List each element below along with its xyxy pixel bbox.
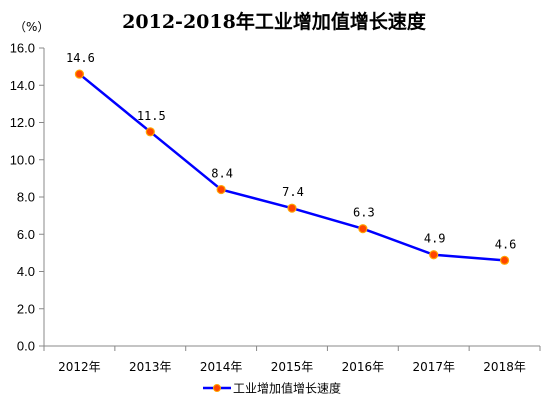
x-tick-label: 2016年 <box>342 360 385 374</box>
y-tick-label: 0.0 <box>17 339 35 354</box>
legend-label: 工业增加值增长速度 <box>233 381 341 396</box>
data-labels-group: 14.6 11.5 8.4 7.4 6.3 4.9 4.6 <box>66 51 516 251</box>
data-label: 4.9 <box>424 232 446 246</box>
x-tick-label: 2018年 <box>483 360 526 374</box>
y-axis-unit-label: （%） <box>14 20 49 34</box>
y-tick-label: 6.0 <box>17 227 35 242</box>
data-point-marker <box>429 250 439 260</box>
data-point-marker <box>287 203 297 213</box>
x-tick-label: 2017年 <box>412 360 455 374</box>
data-point-marker <box>216 184 226 195</box>
x-axis: 2012年 2013年 2014年 2015年 2016年 2017年 2018年 <box>43 345 541 374</box>
x-tick-label: 2013年 <box>129 360 172 374</box>
x-tick-label: 2015年 <box>271 360 314 374</box>
x-tick-label: 2012年 <box>58 360 101 374</box>
chart-title: 2012-2018年工业增加值增长速度 <box>122 10 427 33</box>
data-label: 6.3 <box>353 206 375 220</box>
data-label: 8.4 <box>211 167 233 181</box>
data-point-marker <box>358 224 368 234</box>
y-tick-label: 8.0 <box>17 190 35 205</box>
data-point-marker <box>499 255 510 265</box>
y-tick-label: 14.0 <box>10 78 35 93</box>
data-point-marker <box>145 127 155 137</box>
x-tick-label: 2014年 <box>200 360 243 374</box>
y-tick-label: 10.0 <box>10 152 35 167</box>
legend-marker-swatch <box>213 384 221 392</box>
series-group <box>74 69 510 265</box>
data-label: 14.6 <box>66 51 95 65</box>
data-label: 11.5 <box>137 109 166 123</box>
y-axis: 0.0 2.0 4.0 6.0 8.0 10.0 12.0 14.0 16.0 <box>10 41 45 354</box>
data-label: 7.4 <box>282 185 304 199</box>
y-tick-label: 16.0 <box>10 41 35 56</box>
legend: 工业增加值增长速度 <box>203 381 341 396</box>
y-tick-label: 12.0 <box>10 115 35 130</box>
data-label: 4.6 <box>495 237 517 251</box>
y-tick-label: 4.0 <box>17 264 35 279</box>
data-point-marker <box>74 69 85 79</box>
y-tick-label: 2.0 <box>17 301 35 316</box>
